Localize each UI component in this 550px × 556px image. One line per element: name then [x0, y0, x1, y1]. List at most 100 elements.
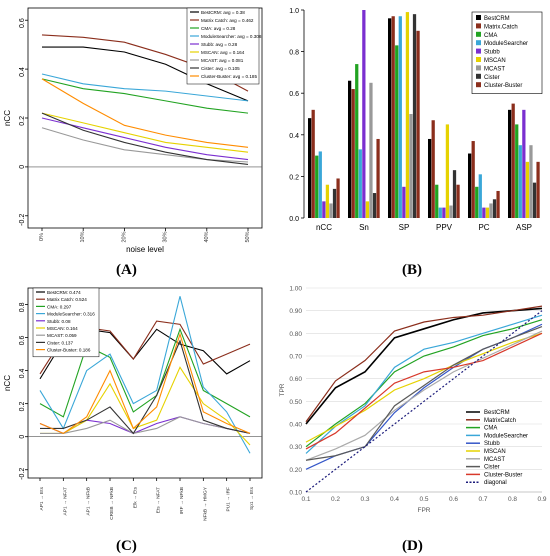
y-tick-label: 0.70	[289, 354, 302, 361]
y-tick-label: 1.0	[289, 8, 299, 15]
y-axis-title: TPR	[279, 383, 286, 396]
bar-2-5	[405, 12, 410, 218]
legend-label: BestCRM	[484, 16, 510, 22]
y-tick-label: 0.6	[289, 91, 299, 98]
bar-1-7	[372, 193, 377, 218]
y-tick-label: 0.30	[289, 444, 302, 451]
x-tick-label: AP1 → Ets	[39, 486, 45, 510]
y-tick-label: 0.2	[289, 174, 299, 181]
series-line-3	[39, 296, 251, 454]
x-tick-label: PC	[478, 223, 489, 232]
legend-swatch	[476, 57, 481, 62]
bar-1-3	[358, 149, 362, 218]
bar-2-8	[416, 30, 420, 218]
x-tick-label: 40%	[204, 231, 210, 242]
legend-label: MCAST	[484, 457, 505, 463]
y-tick-label: 0.4	[289, 133, 299, 140]
bar-0-5	[325, 184, 330, 218]
x-tick-label: 10%	[80, 231, 86, 242]
bar-1-8	[376, 138, 380, 218]
x-tick-label: IRF → NFkB	[179, 487, 185, 514]
bar-5-0	[508, 109, 512, 218]
legend-box	[32, 287, 100, 358]
chart-c-svg: -0.2 0 0.2 0.4 0.6 0.8 AP1 → Ets AP1 → NFAT AP1 …	[3, 287, 263, 521]
legend-label: BestCRM: avg = 0.38	[201, 10, 245, 15]
bar-0-0	[308, 118, 312, 218]
panel-c-chart: -0.2 0 0.2 0.4 0.6 0.8 AP1 → Ets AP1 → NFAT AP1 …	[0, 282, 275, 536]
legend-label: Cister: 0.137	[47, 340, 73, 345]
x-tick-label: 0.2	[331, 496, 340, 503]
legend-label: Stubb	[484, 50, 500, 56]
x-axis-title: noise level	[126, 245, 164, 254]
y-tick-label: 0.40	[289, 422, 302, 429]
y-tick-label: 0.6	[19, 18, 26, 28]
series-line-6	[40, 416, 251, 434]
legend-label: Stubb	[484, 441, 500, 447]
bar-5-5	[525, 161, 530, 218]
legend-label: BestCRM	[484, 410, 510, 416]
series-line-8	[41, 78, 249, 148]
legend-label: MSCAN: 0.164	[47, 326, 78, 331]
legend-swatch	[476, 15, 481, 20]
x-tick-label: 0.9	[537, 496, 546, 503]
x-tick-label: ASP	[516, 223, 532, 232]
legend-label: MCAST: 0.059	[47, 333, 77, 338]
panel-a-chart: -0.2 0 0.2 0.4 0.6 0% 10% 20% 30% 40% 50% noise lev…	[0, 0, 275, 262]
bar-5-3	[518, 145, 522, 218]
series-line-0	[305, 307, 543, 425]
bar-3-6	[449, 205, 453, 218]
series-line-8	[305, 332, 543, 450]
bar-3-7	[452, 170, 457, 218]
bar-0-6	[329, 203, 333, 218]
bar-5-7	[532, 182, 537, 218]
y-tick-label: 0.50	[289, 399, 302, 406]
bar-2-1	[391, 16, 395, 218]
legend-swatch	[476, 23, 481, 29]
series-line-8	[39, 332, 251, 435]
y-tick-label: 0.10	[289, 490, 302, 497]
bar-5-6	[529, 145, 533, 218]
x-tick-label: AP1 → NFkB	[86, 487, 92, 516]
legend-label: Matrix.Catch	[484, 24, 518, 30]
bar-2-3	[398, 16, 402, 218]
bar-1-6	[369, 82, 373, 218]
bar-2-0	[388, 18, 392, 218]
bar-3-3	[438, 207, 442, 218]
bar-1-1	[351, 89, 355, 218]
bar-2-7	[412, 14, 417, 218]
panel-a-label: (A)	[116, 262, 137, 278]
series-line-6	[305, 330, 543, 461]
y-tick-label: 0.8	[289, 50, 299, 57]
legend-swatch	[476, 48, 481, 54]
series-line-3	[41, 73, 249, 102]
bar-5-2	[515, 124, 519, 218]
y-tick-label: 0.20	[289, 467, 302, 474]
chart-a-svg: -0.2 0 0.2 0.4 0.6 0% 10% 20% 30% 40% 50% noise lev…	[3, 7, 263, 254]
legend-label: Cister	[484, 75, 500, 81]
bar-3-5	[445, 124, 450, 218]
x-tick-label: Elk → Ets	[132, 486, 138, 508]
series-line-4	[305, 323, 543, 470]
series-line-1	[305, 305, 543, 423]
x-tick-label: NFkB → HMGY	[202, 486, 208, 521]
x-tick-label: Sp1 → Ets	[249, 486, 255, 510]
x-tick-label: Ets → NFAT	[156, 487, 162, 513]
chart-b-svg: 0.0 0.2 0.4 0.6 0.8 1.0 nCC Sn SP PPV PC ASP BestCRM…	[289, 8, 543, 232]
legend-label: Cister: avg = 0.105	[201, 66, 240, 71]
y-tick-label: 0.60	[289, 376, 302, 383]
y-tick-label: 0.90	[289, 308, 302, 315]
series-line-3	[305, 314, 543, 454]
series-line-7	[40, 339, 251, 435]
series-line-7	[41, 112, 249, 165]
bar-4-7	[492, 199, 497, 218]
y-tick-label: 0.6	[19, 335, 26, 345]
y-tick-label: 0.8	[19, 302, 26, 312]
bar-4-4	[482, 207, 486, 218]
bar-1-4	[362, 10, 366, 218]
bar-4-5	[485, 207, 490, 218]
bar-5-8	[536, 161, 540, 218]
chart-d-svg: 0.10 0.20 0.30 0.40 0.50 0.60 0.70 0.80 0.90 1.00…	[279, 286, 547, 515]
legend-swatch	[476, 31, 481, 37]
series-line-2	[305, 319, 543, 448]
bar-3-1	[431, 120, 435, 218]
